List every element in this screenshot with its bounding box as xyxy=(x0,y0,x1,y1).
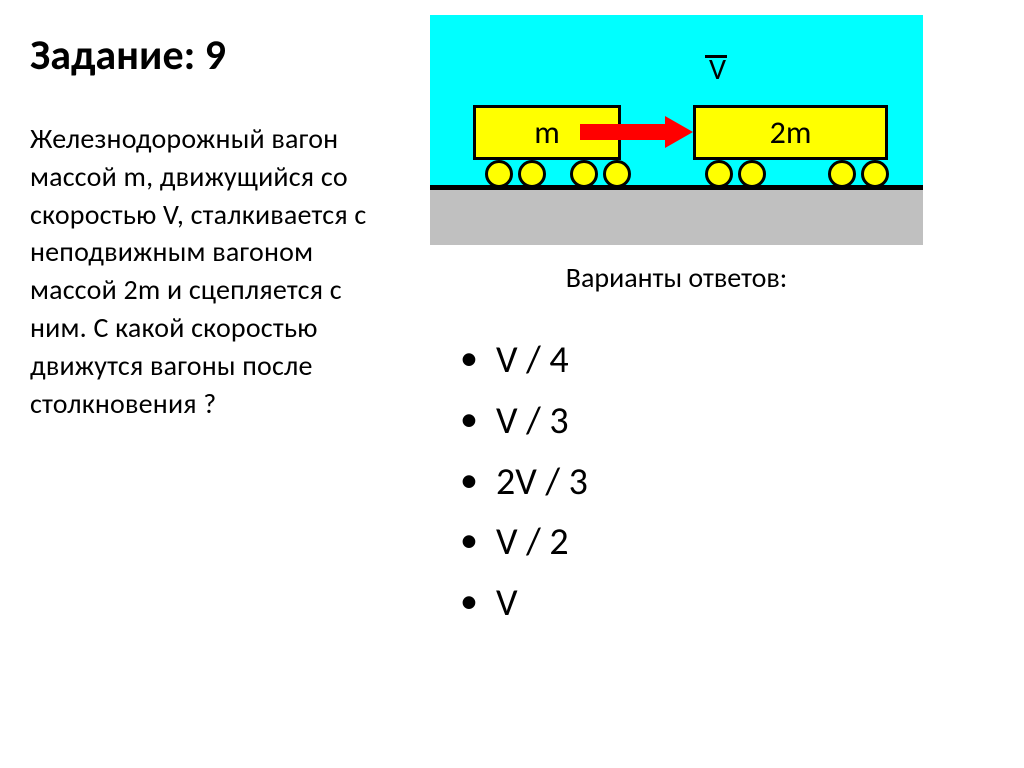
answer-option: V / 3 xyxy=(450,391,588,452)
wheel xyxy=(861,160,889,188)
wheel xyxy=(828,160,856,188)
answer-option: V / 2 xyxy=(450,512,588,573)
answers-caption: Варианты ответов: xyxy=(430,260,923,295)
wagon-2-label: 2m xyxy=(770,113,812,152)
question-text: Железнодорожный вагон массой m, движущий… xyxy=(30,120,390,422)
wheel xyxy=(570,160,598,188)
wagon-2: 2m xyxy=(693,105,888,160)
arrow-shaft xyxy=(580,124,665,140)
wheel xyxy=(518,160,546,188)
wheel xyxy=(705,160,733,188)
answers-list: V / 4 V / 3 2V / 3 V / 2 V xyxy=(450,330,588,634)
arrow-head-icon xyxy=(665,116,693,148)
answer-option: 2V / 3 xyxy=(450,452,588,513)
wagon-1-label: m xyxy=(534,113,560,152)
wagon-diagram: m 2m V xyxy=(430,15,923,245)
answer-option: V xyxy=(450,573,588,634)
diagram-ground xyxy=(430,190,923,245)
task-title: Задание: 9 xyxy=(30,30,226,81)
answer-option: V / 4 xyxy=(450,330,588,391)
diagram-figure: m 2m V xyxy=(430,15,923,245)
wheel xyxy=(738,160,766,188)
wheel xyxy=(485,160,513,188)
slide: Задание: 9 Железнодорожный вагон массой … xyxy=(0,0,1024,768)
velocity-label: V xyxy=(709,51,726,88)
velocity-arrow xyxy=(580,116,693,148)
wheel xyxy=(603,160,631,188)
